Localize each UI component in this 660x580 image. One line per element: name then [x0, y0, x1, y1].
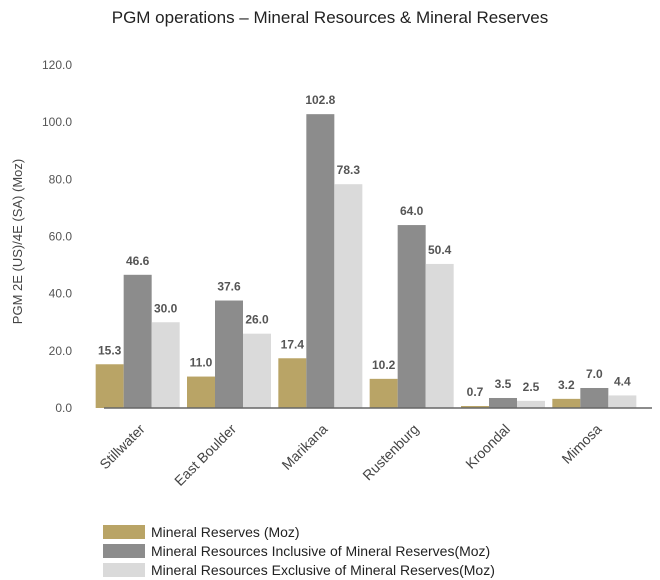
legend-item-reserves: Mineral Reserves (Moz): [103, 522, 495, 541]
data-label: 46.6: [126, 254, 150, 268]
data-label: 17.4: [281, 337, 305, 351]
data-label: 11.0: [190, 356, 213, 370]
data-label: 7.0: [586, 367, 603, 381]
data-label: 50.4: [428, 243, 452, 257]
y-tick-label: 100.0: [42, 115, 72, 129]
bar: [278, 358, 307, 408]
bar: [151, 322, 180, 408]
legend-label-resources-exclusive: Mineral Resources Exclusive of Mineral R…: [151, 561, 495, 578]
bar: [187, 376, 215, 408]
bar-chart: 0.0 20.0 40.0 60.0 80.0 100.0 120.0 PGM 2E (US)…: [10, 58, 652, 489]
bar: [489, 397, 517, 408]
legend: Mineral Reserves (Moz) Mineral Resources…: [103, 522, 495, 579]
y-tick-label: 0.0: [55, 401, 72, 415]
bar: [461, 405, 489, 408]
data-label: 2.5: [523, 380, 540, 394]
x-tick-label: Stillwater: [96, 421, 148, 473]
chart-title: PGM operations – Mineral Resources & Min…: [111, 8, 549, 27]
bar: [397, 225, 426, 408]
y-tick-label: 80.0: [49, 172, 73, 186]
data-label: 37.6: [217, 280, 241, 294]
legend-label-reserves: Mineral Reserves (Moz): [151, 523, 300, 540]
data-label: 64.0: [400, 204, 424, 218]
data-label: 4.4: [614, 374, 631, 388]
bar: [552, 398, 581, 408]
legend-item-resources-inclusive: Mineral Resources Inclusive of Mineral R…: [103, 541, 495, 560]
y-tick-label: 60.0: [49, 230, 73, 244]
y-axis-label: PGM 2E (US)/4E (SA) (Moz): [10, 159, 25, 324]
data-label: 78.3: [337, 163, 361, 177]
legend-item-resources-exclusive: Mineral Resources Exclusive of Mineral R…: [103, 560, 495, 579]
bar: [215, 300, 243, 408]
data-label: 10.2: [372, 358, 396, 372]
bar: [425, 263, 454, 408]
x-tick-label: Marikana: [278, 421, 330, 473]
data-label: 0.7: [467, 385, 484, 399]
bar: [369, 378, 398, 408]
bar: [123, 274, 152, 408]
bar: [95, 364, 124, 408]
legend-label-resources-inclusive: Mineral Resources Inclusive of Mineral R…: [151, 542, 491, 559]
x-tick-label: Rustenburg: [359, 421, 422, 484]
bar: [608, 395, 637, 408]
legend-swatch-resources-exclusive: [103, 562, 145, 577]
bar: [334, 184, 363, 408]
data-label: 30.0: [154, 301, 178, 315]
bar: [517, 400, 545, 408]
legend-swatch-resources-inclusive: [103, 543, 145, 558]
data-label: 3.5: [495, 377, 512, 391]
data-label: 3.2: [558, 378, 575, 392]
bar: [580, 387, 609, 408]
data-label: 26.0: [245, 313, 269, 327]
legend-swatch-reserves: [103, 524, 145, 539]
x-tick-label: Mimosa: [558, 421, 604, 467]
y-tick-label: 40.0: [49, 287, 73, 301]
bar: [306, 114, 335, 408]
x-tick-label: East Boulder: [171, 421, 239, 489]
y-tick-label: 20.0: [49, 344, 73, 358]
data-label: 15.3: [98, 343, 122, 357]
x-tick-label: Kroondal: [462, 421, 513, 472]
data-label: 102.8: [305, 93, 335, 107]
bar: [243, 333, 271, 408]
y-tick-label: 120.0: [42, 58, 72, 72]
